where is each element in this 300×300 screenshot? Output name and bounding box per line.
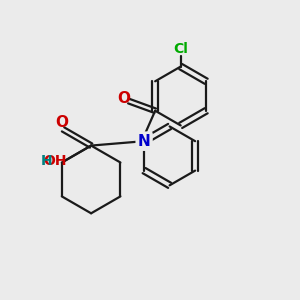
Text: OH: OH	[43, 154, 67, 168]
Text: H: H	[40, 154, 52, 168]
Text: Cl: Cl	[173, 43, 188, 56]
Text: O: O	[117, 91, 130, 106]
Text: O: O	[55, 116, 68, 130]
Text: N: N	[138, 134, 151, 149]
